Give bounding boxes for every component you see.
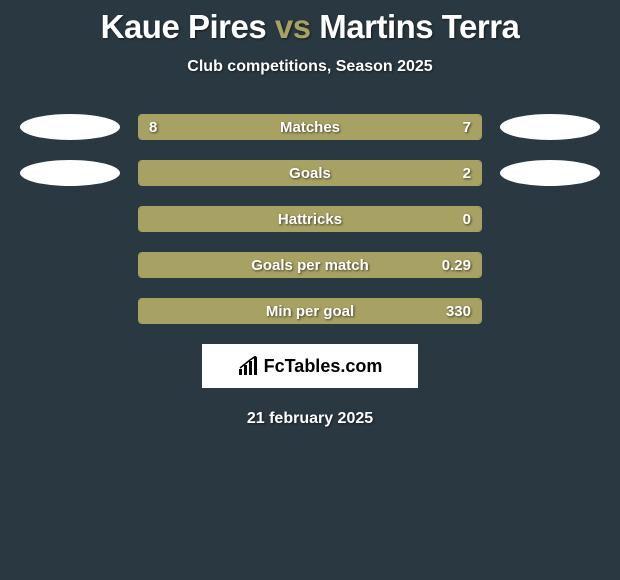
stat-bar: Goals2 xyxy=(138,160,482,186)
comparison-widget: Kaue Pires vs Martins Terra Club competi… xyxy=(0,0,620,428)
stat-label: Hattricks xyxy=(139,207,481,231)
spacer xyxy=(20,298,120,324)
spacer xyxy=(500,298,600,324)
stat-label: Goals xyxy=(139,161,481,185)
stats-area: 8Matches7 Goals2 Hattricks0 Goals per match… xyxy=(0,114,620,324)
spacer xyxy=(500,252,600,278)
player1-name: Kaue Pires xyxy=(101,8,267,45)
spacer xyxy=(20,206,120,232)
stat-row: Goals per match0.29 xyxy=(0,252,620,278)
stat-right-value: 0 xyxy=(463,207,471,231)
spacer xyxy=(20,252,120,278)
player2-marker xyxy=(500,114,600,140)
stat-row: Min per goal330 xyxy=(0,298,620,324)
player1-marker xyxy=(20,160,120,186)
stat-right-value: 330 xyxy=(446,299,471,323)
player1-marker xyxy=(20,114,120,140)
stat-label: Min per goal xyxy=(139,299,481,323)
stat-right-value: 7 xyxy=(463,115,471,139)
spacer xyxy=(500,206,600,232)
stat-bar: Goals per match0.29 xyxy=(138,252,482,278)
bar-chart-icon xyxy=(238,356,260,376)
stat-row: Goals2 xyxy=(0,160,620,186)
stat-right-value: 2 xyxy=(463,161,471,185)
subtitle: Club competitions, Season 2025 xyxy=(0,58,620,76)
stat-bar: Min per goal330 xyxy=(138,298,482,324)
vs-text: vs xyxy=(275,8,311,45)
page-title: Kaue Pires vs Martins Terra xyxy=(0,8,620,46)
logo-text: FcTables.com xyxy=(264,356,383,377)
date-text: 21 february 2025 xyxy=(0,410,620,428)
stat-bar: 8Matches7 xyxy=(138,114,482,140)
stat-right-value: 0.29 xyxy=(442,253,471,277)
stat-row: Hattricks0 xyxy=(0,206,620,232)
stat-bar: Hattricks0 xyxy=(138,206,482,232)
player2-marker xyxy=(500,160,600,186)
stat-label: Matches xyxy=(139,115,481,139)
stat-label: Goals per match xyxy=(139,253,481,277)
stat-row: 8Matches7 xyxy=(0,114,620,140)
player2-name: Martins Terra xyxy=(319,8,519,45)
source-logo: FcTables.com xyxy=(202,344,418,388)
